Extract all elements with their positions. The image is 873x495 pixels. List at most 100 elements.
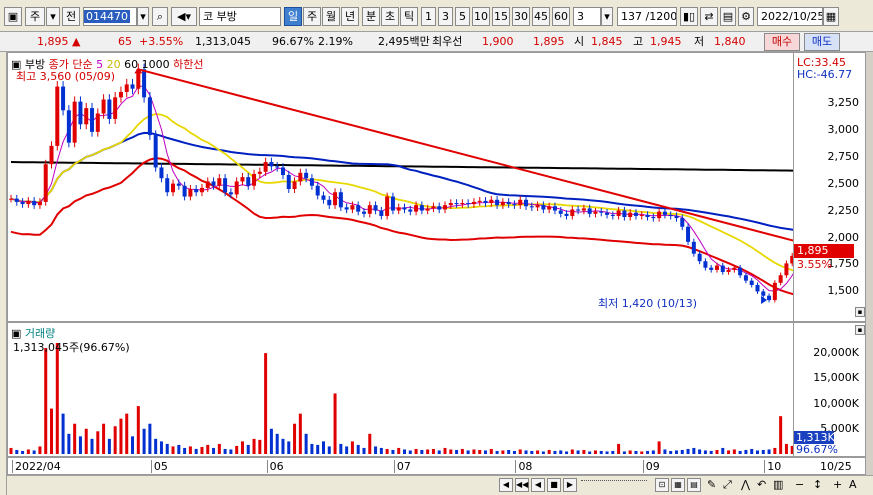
- candle-body: [749, 280, 754, 285]
- sell-button[interactable]: 매도: [804, 33, 840, 51]
- trend-icon[interactable]: ⤢: [723, 478, 732, 491]
- code-dropdown-icon[interactable]: ▾: [137, 7, 149, 26]
- volume-bar: [628, 450, 632, 454]
- candle-body: [483, 200, 488, 204]
- price-tick-label: 3,000: [827, 122, 860, 136]
- date-field[interactable]: 2022/10/25: [757, 7, 823, 26]
- chart-mode-icon[interactable]: ⋀: [741, 478, 751, 491]
- timeframe-week-tab[interactable]: 주: [303, 7, 321, 26]
- timeframe-day-tab[interactable]: 일: [284, 7, 302, 26]
- interval-45-button[interactable]: 45: [532, 7, 550, 26]
- candle-body: [506, 201, 511, 205]
- panel-resize-icon[interactable]: ▪: [855, 307, 865, 317]
- interval-dropdown-icon[interactable]: ▾: [601, 7, 613, 26]
- compare-icon[interactable]: ⇄: [700, 7, 718, 26]
- prev-button[interactable]: 전: [62, 7, 80, 26]
- zoom-all-icon[interactable]: A: [849, 478, 857, 491]
- candle-body: [136, 69, 141, 89]
- timeframe-year-tab[interactable]: 년: [341, 7, 359, 26]
- price-tick-label: 3,250: [827, 95, 860, 109]
- volume-value: 1,313,045: [195, 35, 251, 48]
- volume-close-icon[interactable]: ▪: [855, 325, 865, 335]
- volume-bar: [102, 423, 106, 454]
- stock-name-field[interactable]: 코 부방: [199, 7, 281, 26]
- volume-pct-tag: 96.67%: [796, 443, 838, 456]
- interval-select[interactable]: 3: [573, 7, 601, 26]
- window-menu-icon[interactable]: ▣: [4, 7, 22, 26]
- interval-30-button[interactable]: 30: [512, 7, 530, 26]
- save-icon[interactable]: ▤: [720, 7, 736, 26]
- volume-bar: [495, 450, 499, 454]
- zoom-out-icon[interactable]: −: [795, 478, 805, 491]
- volume-bar: [593, 450, 597, 454]
- scroll-prev-page-icon[interactable]: ◀◀: [515, 478, 529, 492]
- data-count-field[interactable]: 137 /1200: [617, 7, 677, 26]
- grid-icon[interactable]: ▦: [671, 478, 685, 492]
- chart-toggle-icon[interactable]: ▣: [11, 58, 22, 71]
- candle-body: [142, 69, 147, 98]
- volume-bar: [142, 428, 146, 454]
- dropdown-icon[interactable]: ▾: [46, 7, 60, 26]
- interval-60-button[interactable]: 60: [552, 7, 570, 26]
- stock-code-input[interactable]: 014470: [83, 7, 137, 26]
- low-price: 1,840: [714, 35, 746, 48]
- volume-bar: [651, 450, 655, 454]
- low-marker-arrow: [761, 296, 768, 305]
- volume-title: 거래량: [24, 327, 56, 340]
- volume-bar: [148, 423, 152, 454]
- legend-ma5: 5: [96, 58, 104, 71]
- volume-y-axis: 20,000K 15,000K 10,000K 5,000K 1,313K 96.67…: [793, 323, 865, 456]
- chart-type-icon[interactable]: ▮▯: [680, 7, 698, 26]
- price-chart-panel[interactable]: ▣ 부방 종가 단순 5 20 60 1000 하한선 최고 3,560 (05…: [7, 52, 866, 322]
- search-icon[interactable]: ⌕: [152, 7, 168, 26]
- sound-icon[interactable]: ◀▾: [171, 7, 197, 26]
- zoom-fit-icon[interactable]: ⊡: [655, 478, 669, 492]
- period-week-button[interactable]: 주: [25, 7, 45, 26]
- candle-body: [26, 200, 31, 205]
- volume-bar: [721, 447, 725, 454]
- settings-gear-icon[interactable]: ⚙: [738, 7, 754, 26]
- timeframe-second-tab[interactable]: 초: [381, 7, 399, 26]
- calendar-icon[interactable]: ▦: [823, 7, 839, 26]
- scroll-prev-icon[interactable]: ◀: [531, 478, 545, 492]
- stop-icon[interactable]: ■: [547, 478, 561, 492]
- zoom-in-icon[interactable]: +: [833, 478, 843, 491]
- volume-bar: [113, 426, 117, 454]
- layout-icon[interactable]: ▤: [687, 478, 701, 492]
- undo-icon[interactable]: ↶: [757, 478, 767, 491]
- timeframe-minute-tab[interactable]: 분: [362, 7, 380, 26]
- scroll-next-icon[interactable]: ▶: [563, 478, 577, 492]
- price-tick-label: 2,750: [827, 149, 860, 163]
- bar-chart-icon[interactable]: ▥: [773, 478, 784, 491]
- interval-1-button[interactable]: 1: [421, 7, 436, 26]
- interval-5-button[interactable]: 5: [455, 7, 470, 26]
- volume-bar: [669, 450, 673, 454]
- draw-line-icon[interactable]: ✎: [707, 478, 717, 491]
- volume-chart-panel[interactable]: ▣ 거래량 1,313,045주(96.67%) 20,000K 15,000K 1…: [7, 322, 866, 457]
- timeframe-month-tab[interactable]: 월: [322, 7, 340, 26]
- volume-bar: [588, 451, 592, 454]
- interval-3-button[interactable]: 3: [438, 7, 453, 26]
- candle-body: [587, 208, 592, 214]
- candle-body: [691, 241, 696, 254]
- timeframe-tick-tab[interactable]: 틱: [400, 7, 418, 26]
- volume-bar: [304, 433, 308, 454]
- volume-bar: [356, 444, 360, 454]
- volume-bar: [235, 445, 239, 454]
- interval-15-button[interactable]: 15: [492, 7, 510, 26]
- candle-body: [564, 213, 569, 216]
- candle-body: [390, 196, 395, 211]
- volume-bar: [414, 448, 418, 454]
- interval-10-button[interactable]: 10: [472, 7, 490, 26]
- scroll-slider[interactable]: [581, 480, 647, 490]
- price-legend: ▣ 부방 종가 단순 5 20 60 1000 하한선: [11, 56, 204, 72]
- zoom-reset-icon[interactable]: ↕: [813, 478, 823, 491]
- candle-body: [55, 86, 60, 146]
- volume-bar: [541, 451, 545, 454]
- volume-bar: [455, 449, 459, 454]
- buy-button[interactable]: 매수: [764, 33, 800, 51]
- volume-toggle-icon[interactable]: ▣: [11, 327, 22, 340]
- price-tick-label: 2,500: [827, 176, 860, 190]
- scroll-first-icon[interactable]: ◀: [499, 478, 513, 492]
- x-axis: 2022/04 05 06 07 08 09 10 10/25: [7, 457, 866, 475]
